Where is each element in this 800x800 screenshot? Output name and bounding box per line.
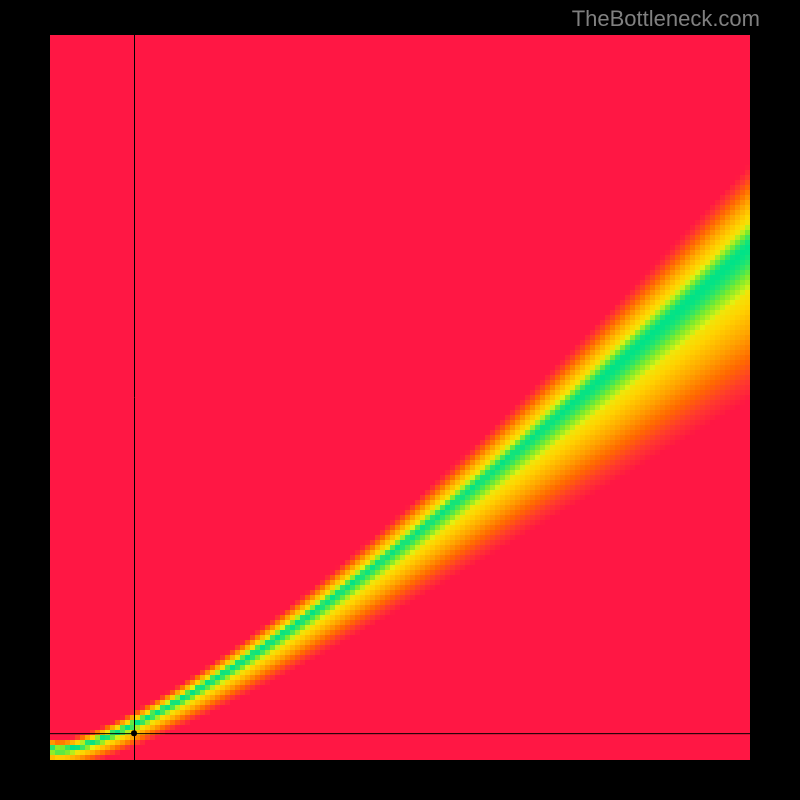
heatmap-canvas	[50, 35, 750, 760]
heatmap-plot	[50, 35, 750, 760]
watermark-text: TheBottleneck.com	[572, 6, 760, 32]
page-root: TheBottleneck.com	[0, 0, 800, 800]
